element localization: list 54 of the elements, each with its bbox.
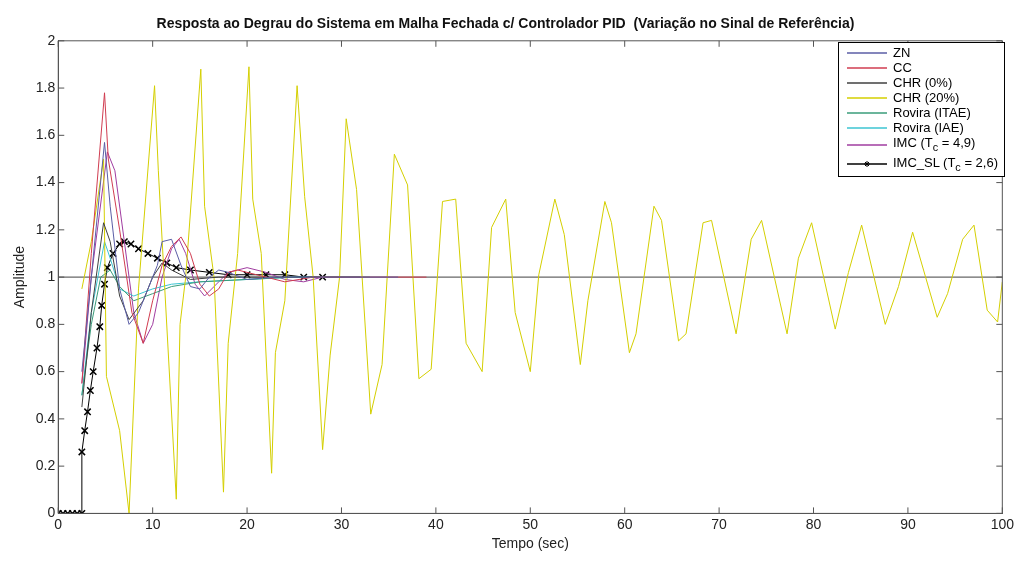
point	[205, 268, 214, 277]
x-tick-label: 40	[428, 515, 444, 532]
x-tick-label: 50	[522, 515, 539, 532]
point	[318, 273, 327, 282]
point	[134, 244, 143, 253]
x-tick-label: 80	[805, 515, 822, 532]
legend-label: Rovira (ITAE)	[893, 105, 971, 120]
point	[109, 249, 117, 258]
y-tick-label: 1	[47, 267, 56, 284]
y-tick-label: 0.4	[35, 409, 56, 426]
point	[186, 266, 195, 274]
point	[115, 240, 124, 248]
point	[243, 270, 252, 279]
legend-label: CHR (20%)	[893, 90, 960, 105]
point	[80, 426, 89, 435]
x-tick-label: 70	[711, 515, 728, 532]
y-tick-label: 1.8	[35, 78, 56, 95]
x-tick-label: 20	[239, 515, 256, 532]
point	[86, 386, 95, 395]
y-tick-label: 2	[47, 31, 56, 48]
point	[153, 254, 162, 263]
x-tick-label: 60	[616, 515, 633, 532]
legend-label: Rovira (IAE)	[893, 120, 964, 135]
y-tick-label: 0.8	[35, 315, 56, 332]
point	[97, 301, 106, 310]
legend-label: IMC (T$_{c}$ = 4,9)	[893, 135, 976, 155]
point	[262, 270, 270, 279]
y-tick-label: 1.2	[35, 220, 56, 237]
point	[172, 263, 181, 272]
x-axis-title: Tempo (sec)	[491, 535, 569, 552]
legend-label: CC	[893, 60, 912, 75]
point	[89, 367, 98, 376]
point	[100, 280, 109, 289]
x-tick-label: 90	[900, 515, 916, 532]
legend-label: ZN	[893, 45, 911, 60]
point	[120, 237, 129, 246]
x-tick-label: 100	[990, 515, 1015, 532]
point	[83, 407, 92, 416]
legend-label: CHR (0%)	[893, 75, 953, 90]
point	[93, 344, 101, 352]
legend-label: IMC_SL (T$_{c}$ = 2,6)	[893, 154, 998, 175]
y-tick-label: 0	[47, 504, 56, 521]
y-axis-title: Amplitude	[11, 245, 28, 309]
y-tick-label: 0.6	[35, 362, 56, 379]
y-tick-label: 1.6	[35, 126, 56, 143]
point	[77, 448, 86, 456]
point	[162, 258, 171, 267]
x-tick-label: 10	[144, 515, 161, 532]
chart-title: Resposta ao Degrau do Sistema em Malha Fechada c/ Controlador PID (Variação no Sinal de Referência)	[156, 15, 855, 32]
y-tick-label: 0.2	[35, 457, 56, 473]
point	[127, 240, 135, 248]
point	[103, 263, 112, 272]
y-tick-label: 1.4	[35, 173, 56, 190]
x-tick-label: 30	[333, 515, 350, 532]
